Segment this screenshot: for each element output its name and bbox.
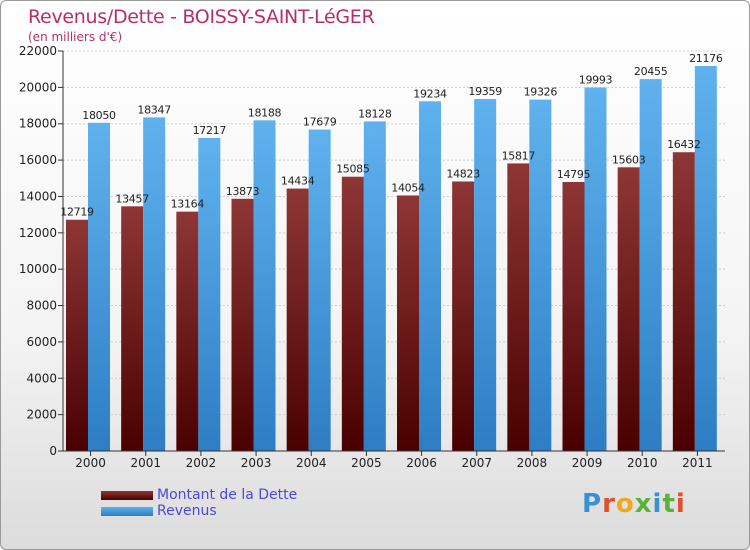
data-label-revenus: 19359 (468, 85, 502, 98)
data-label-revenus: 18050 (82, 109, 116, 122)
x-tick-label: 2005 (351, 456, 382, 470)
data-label-debt: 14795 (557, 168, 591, 181)
y-tick-label: 14000 (19, 189, 57, 203)
legend-item-revenus: Revenus (101, 503, 297, 519)
chart-title: Revenus/Dette - BOISSY-SAINT-LéGER (28, 6, 375, 28)
bar-debt (397, 195, 419, 451)
data-label-debt: 13457 (115, 192, 149, 205)
logo-letter: i (652, 489, 663, 519)
bar-revenus (474, 99, 497, 451)
bar-debt (231, 198, 254, 451)
bar-revenus (88, 122, 110, 452)
logo-letter: i (675, 489, 686, 519)
data-label-revenus: 19326 (524, 86, 558, 99)
x-tick-label: 2004 (296, 456, 327, 470)
bar-debt (176, 211, 199, 451)
bar-debt (341, 176, 364, 451)
data-label-debt: 15603 (612, 153, 646, 166)
data-label-revenus: 19993 (579, 73, 613, 86)
y-tick-label: 12000 (19, 226, 57, 240)
y-tick-label: 18000 (19, 117, 57, 131)
bar-revenus (419, 101, 441, 452)
x-tick-label: 2009 (572, 456, 603, 470)
data-label-debt: 15817 (502, 149, 536, 162)
bar-debt (121, 206, 144, 451)
x-tick-label: 2001 (130, 456, 161, 470)
x-tick-label: 2003 (241, 456, 272, 470)
x-tick-label: 2007 (461, 456, 492, 470)
x-tick-label: 2006 (406, 456, 437, 470)
legend-item-debt: Montant de la Dette (101, 487, 297, 503)
logo-letter: x (634, 489, 653, 519)
y-tick-label: 22000 (19, 44, 57, 58)
y-tick-label: 2000 (26, 408, 57, 422)
bar-debt (286, 188, 309, 451)
bar-debt (672, 152, 695, 451)
data-label-debt: 14823 (446, 167, 480, 180)
data-label-debt: 14054 (391, 181, 425, 194)
y-tick-label: 20000 (19, 80, 57, 94)
bar-revenus (639, 79, 662, 451)
bar-revenus (584, 87, 607, 451)
data-label-revenus: 21176 (689, 52, 723, 65)
bar-debt (507, 163, 530, 451)
x-tick-label: 2002 (186, 456, 217, 470)
logo-letter: o (615, 489, 635, 519)
bar-revenus (694, 65, 717, 452)
y-tick-label: 8000 (26, 299, 57, 313)
legend-swatch-revenus (101, 506, 153, 516)
bar-revenus (143, 117, 166, 451)
proxiti-logo: Proxiti (582, 489, 686, 519)
data-label-revenus: 17217 (193, 124, 227, 137)
legend: Montant de la Dette Revenus (101, 487, 297, 519)
legend-label-revenus: Revenus (157, 503, 217, 519)
data-label-revenus: 18188 (248, 106, 282, 119)
y-tick-label: 0 (49, 444, 57, 458)
data-label-revenus: 17679 (303, 116, 337, 129)
bar-debt (66, 219, 88, 451)
data-label-revenus: 18347 (137, 103, 171, 116)
y-tick-label: 4000 (26, 371, 57, 385)
bar-revenus (529, 99, 552, 452)
logo-letter: r (602, 489, 616, 519)
data-label-debt: 15085 (336, 163, 370, 176)
x-tick-label: 2010 (627, 456, 658, 470)
x-tick-label: 2008 (517, 456, 548, 470)
data-label-revenus: 18128 (358, 107, 392, 120)
legend-swatch-debt (101, 490, 153, 500)
data-label-revenus: 19234 (413, 87, 447, 100)
logo-letter: t (662, 489, 676, 519)
data-label-debt: 14434 (281, 175, 315, 188)
bar-revenus (363, 121, 386, 452)
data-label-debt: 13164 (171, 198, 205, 211)
bar-revenus (198, 137, 221, 452)
bar-revenus (308, 129, 331, 451)
legend-label-debt: Montant de la Dette (157, 487, 298, 503)
logo-letter: P (582, 489, 603, 519)
data-label-debt: 12719 (60, 206, 94, 219)
y-tick-label: 6000 (26, 335, 57, 349)
bar-debt (452, 181, 475, 451)
bar-revenus (253, 120, 276, 452)
bar-debt (617, 167, 640, 452)
y-tick-label: 10000 (19, 262, 57, 276)
x-tick-label: 2000 (75, 456, 106, 470)
data-label-revenus: 20455 (634, 65, 668, 78)
data-label-debt: 16432 (667, 138, 701, 151)
y-tick-label: 16000 (19, 153, 57, 167)
data-label-debt: 13873 (226, 185, 260, 198)
x-tick-label: 2011 (682, 456, 713, 470)
bar-debt (562, 182, 585, 451)
chart-subtitle: (en milliers d'€) (28, 30, 123, 44)
